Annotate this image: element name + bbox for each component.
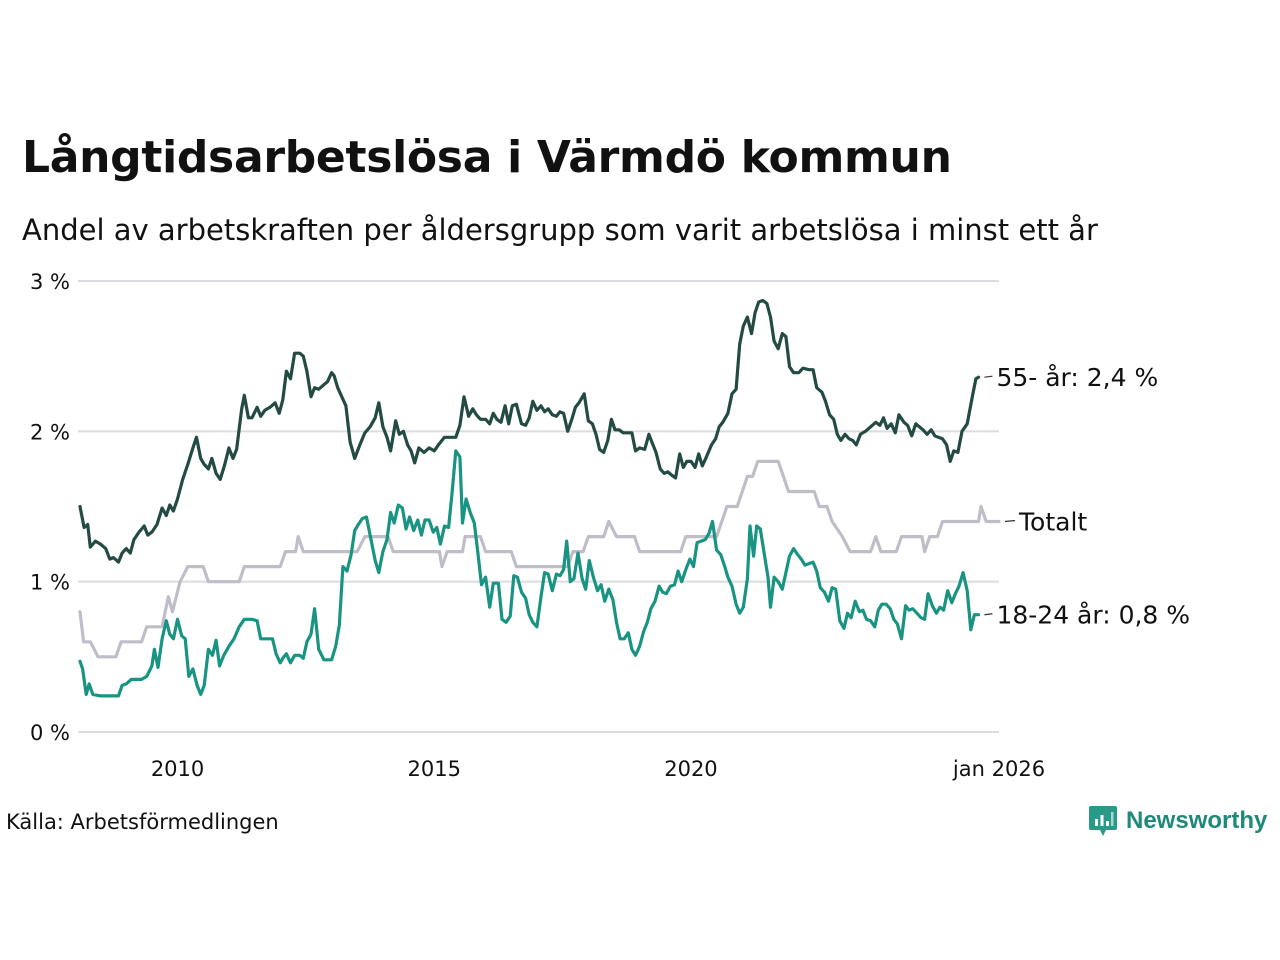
brand-logo: Newsworthy [1088, 804, 1267, 838]
brand-name: Newsworthy [1126, 807, 1268, 834]
series-end-labels: Totalt 55- år: 2,4 % 18-24 år: 0,8 % [984, 363, 1190, 630]
newsworthy-logo-icon [1089, 806, 1117, 836]
chart-subtitle: Andel av arbetskraften per åldersgrupp s… [22, 213, 1098, 247]
series-lines [78, 298, 1001, 698]
series-label-connector [984, 613, 993, 616]
series-label-connector [1004, 519, 1016, 523]
x-tick-label: 2015 [408, 757, 461, 781]
series-line-totalt [78, 459, 1001, 659]
series-label-connector [984, 375, 993, 378]
series-line-18-24-r [78, 449, 981, 698]
y-axis-tick-labels: 0 % 1 % 2 % 3 % [30, 270, 70, 745]
source-note: Källa: Arbetsförmedlingen [6, 810, 279, 834]
x-tick-label: 2010 [151, 757, 204, 781]
x-tick-label: jan 2026 [952, 757, 1045, 781]
y-tick-label: 2 % [30, 420, 70, 444]
x-tick-label: 2020 [664, 757, 717, 781]
y-tick-label: 1 % [30, 571, 70, 595]
grid-lines [78, 280, 999, 733]
series-end-label-totalt: Totalt [1018, 508, 1087, 537]
series-line-55-r [78, 298, 981, 564]
y-tick-label: 0 % [30, 721, 70, 745]
x-axis-tick-labels: 2010 2015 2020 jan 2026 [151, 757, 1045, 781]
series-end-label-55-r: 55- år: 2,4 % [996, 363, 1158, 392]
series-end-label-18-24-r: 18-24 år: 0,8 % [996, 601, 1190, 630]
chart-title: Långtidsarbetslösa i Värmdö kommun [22, 132, 952, 183]
y-tick-label: 3 % [30, 270, 70, 294]
